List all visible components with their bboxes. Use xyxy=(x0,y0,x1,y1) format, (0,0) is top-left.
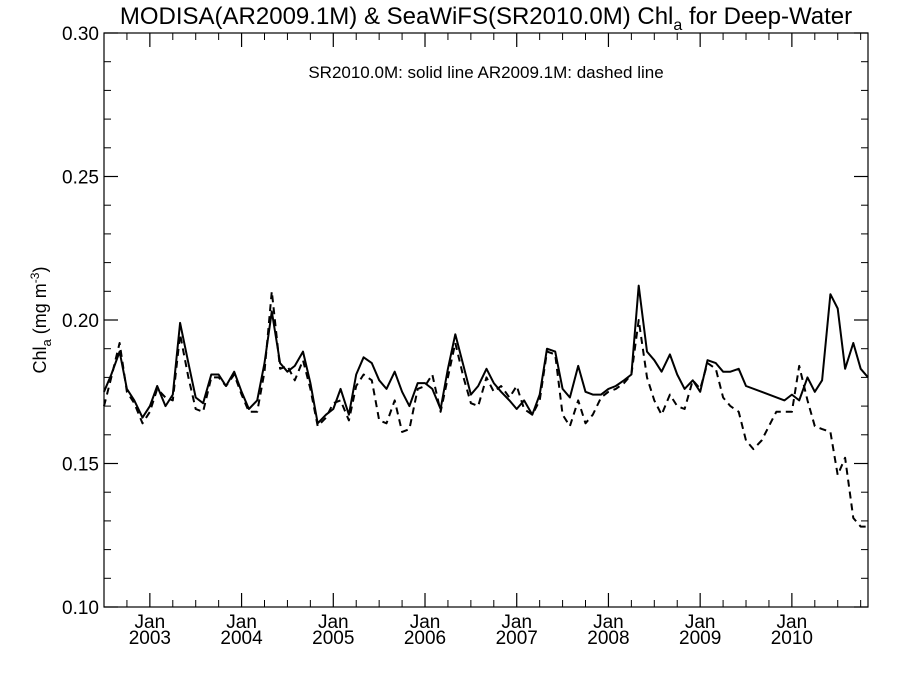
axes-group: 0.100.150.200.250.30Jan2003Jan2004Jan200… xyxy=(62,24,868,649)
y-tick-label: 0.20 xyxy=(62,311,99,332)
x-tick-month-label: Jan xyxy=(226,612,257,633)
series-line-sr2010-0m xyxy=(103,284,869,425)
y-axis-label-unit-close: ) xyxy=(30,267,50,273)
y-axis-label-unit-exponent: -3 xyxy=(28,272,42,283)
y-tick-label: 0.15 xyxy=(62,455,99,476)
series-style-annotation: SR2010.0M: solid line AR2009.1M: dashed … xyxy=(308,63,663,82)
x-tick-month-label: Jan xyxy=(410,612,441,633)
y-tick-label: 0.30 xyxy=(62,24,99,45)
y-axis-label: Chla (mg m-3) xyxy=(28,267,54,374)
x-tick-year-label: 2007 xyxy=(496,628,538,649)
x-tick-month-label: Jan xyxy=(685,612,716,633)
series-group xyxy=(103,284,869,528)
x-tick-month-label: Jan xyxy=(777,612,808,633)
x-tick-month-label: Jan xyxy=(593,612,624,633)
x-tick-month-label: Jan xyxy=(501,612,532,633)
y-tick-label: 0.25 xyxy=(62,168,99,189)
y-axis-label-subscript: a xyxy=(39,338,54,346)
series-line-ar2009-1m xyxy=(103,290,868,528)
chart-title-subscript: a xyxy=(673,17,682,34)
x-tick-year-label: 2003 xyxy=(129,628,171,649)
x-tick-year-label: 2010 xyxy=(771,628,813,649)
y-tick-label: 0.10 xyxy=(62,598,99,619)
chart-title-main: MODISA(AR2009.1M) & SeaWiFS(SR2010.0M) C… xyxy=(120,3,674,30)
y-axis-label-main: Chl xyxy=(30,346,50,373)
plot-frame xyxy=(103,32,869,608)
y-axis-label-unit: (mg m xyxy=(30,283,50,339)
x-tick-year-label: 2005 xyxy=(312,628,354,649)
chart-title: MODISA(AR2009.1M) & SeaWiFS(SR2010.0M) C… xyxy=(120,3,852,34)
x-tick-year-label: 2006 xyxy=(404,628,446,649)
x-tick-month-label: Jan xyxy=(135,612,166,633)
x-tick-year-label: 2004 xyxy=(220,628,263,649)
x-tick-year-label: 2008 xyxy=(587,628,629,649)
x-tick-month-label: Jan xyxy=(318,612,349,633)
x-tick-year-label: 2009 xyxy=(679,628,721,649)
chart-title-suffix: for Deep-Water xyxy=(682,3,852,30)
